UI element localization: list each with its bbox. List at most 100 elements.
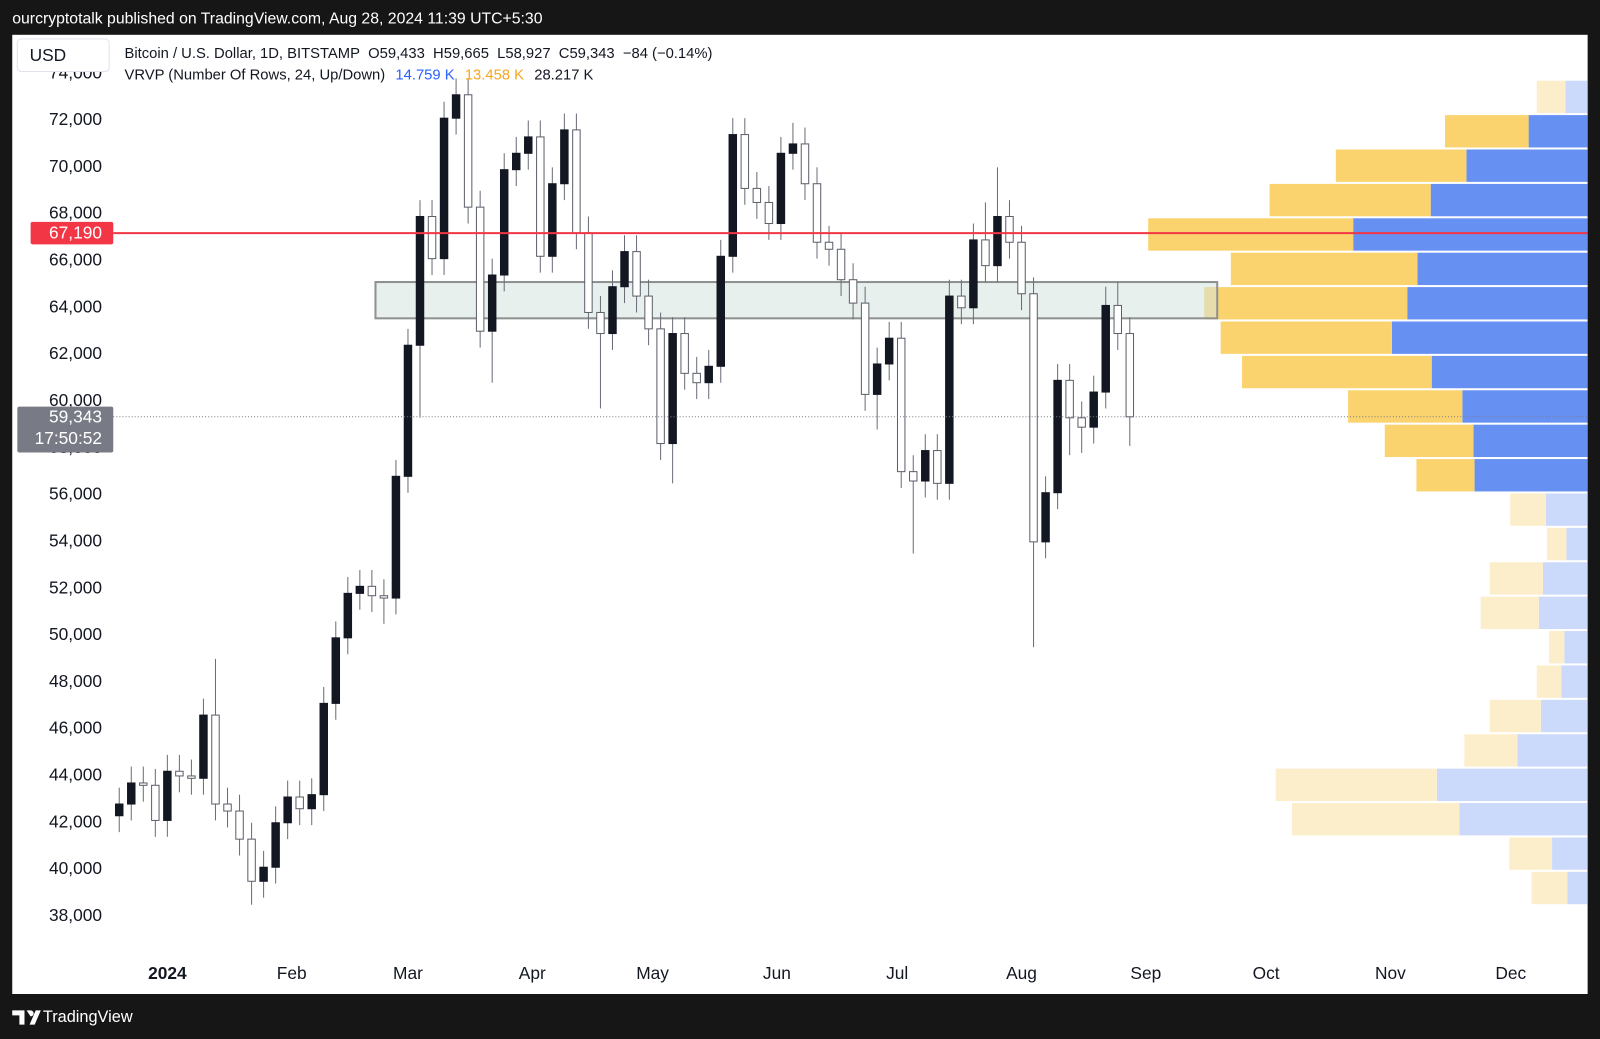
zone-layer xyxy=(374,281,1219,320)
profile-down xyxy=(1275,768,1437,801)
candle-body xyxy=(1101,304,1110,393)
candle-body xyxy=(680,333,689,374)
publish-note: ourcryptotalk published on TradingView.c… xyxy=(12,11,542,28)
down-volume: 13.458 K xyxy=(465,68,524,84)
profile-down xyxy=(1348,390,1463,423)
candle-body xyxy=(307,794,316,810)
profile-up xyxy=(1431,355,1588,389)
level-label-box xyxy=(30,221,114,245)
profile-down xyxy=(1536,80,1566,114)
candle-body xyxy=(391,475,401,599)
profile-up xyxy=(1542,562,1588,595)
profile-up xyxy=(1459,803,1588,836)
candle-body xyxy=(524,136,533,154)
candle-body xyxy=(427,215,437,260)
total-volume: 28.217 K xyxy=(534,68,593,84)
candle-body xyxy=(187,775,196,779)
candle-body xyxy=(163,770,172,821)
candle-body xyxy=(259,866,268,882)
candle-body xyxy=(608,286,617,335)
candle-body xyxy=(800,143,810,185)
profile-up xyxy=(1517,734,1588,767)
candle-body xyxy=(752,187,762,203)
candle-body xyxy=(848,279,858,304)
ohlc-close: C59,343 xyxy=(559,46,615,62)
candle-body xyxy=(283,796,292,824)
candle-body xyxy=(788,143,798,154)
x-tick-label: Aug xyxy=(1006,963,1037,983)
brand-logo[interactable] xyxy=(12,1010,41,1025)
indicator-name: VRVP (Number Of Rows, 24, Up/Down) xyxy=(124,68,385,84)
candle-body xyxy=(716,255,725,367)
currency[interactable]: USD xyxy=(30,45,67,65)
zone xyxy=(374,281,1219,320)
candle-body xyxy=(223,803,232,812)
candle-body xyxy=(728,134,738,257)
ohlc-high: H59,665 xyxy=(433,46,489,62)
symbol-legend: Bitcoin / U.S. Dollar, 1D, BITSTAMP O59,… xyxy=(124,46,712,62)
profile-up xyxy=(1436,768,1588,801)
profile-down xyxy=(1242,355,1432,389)
profile-up xyxy=(1561,665,1588,698)
candle-body xyxy=(776,152,786,225)
profile-down xyxy=(1416,459,1475,492)
ohlc-change: −84 (−0.14%) xyxy=(623,46,713,62)
candle-body xyxy=(1053,379,1062,494)
candle-body xyxy=(1077,417,1086,428)
profile-up xyxy=(1566,527,1588,561)
symbol: Bitcoin / U.S. Dollar, 1D, BITSTAMP xyxy=(124,46,360,62)
candle-body xyxy=(247,838,256,882)
candle-body xyxy=(1017,241,1026,295)
candle-body xyxy=(620,251,629,288)
profile-down xyxy=(1464,734,1518,767)
candle-body xyxy=(824,241,834,250)
profile-up xyxy=(1564,631,1588,664)
candle-body xyxy=(343,592,353,639)
candle-body xyxy=(596,311,605,335)
y-tick-label: 46,000 xyxy=(49,718,102,738)
x-tick-label: Nov xyxy=(1375,963,1406,983)
profile-down xyxy=(1548,631,1565,664)
y-tick-label: 40,000 xyxy=(49,858,102,878)
profile-up xyxy=(1552,837,1588,870)
brand[interactable]: TradingView xyxy=(43,1008,133,1026)
y-tick-label: 56,000 xyxy=(49,484,102,504)
currency-box[interactable] xyxy=(16,38,110,73)
candle-body xyxy=(512,152,521,171)
last-price-label: 59,343 xyxy=(49,406,102,426)
candle-body xyxy=(199,714,208,779)
candle-body xyxy=(499,169,509,276)
x-tick-label: Feb xyxy=(277,963,307,983)
candle-body xyxy=(969,239,978,309)
y-tick-label: 38,000 xyxy=(49,905,102,925)
candle-body xyxy=(921,450,930,482)
x-tick-label: Jun xyxy=(763,963,791,983)
candle-body xyxy=(836,248,846,281)
candle-body xyxy=(235,810,244,840)
y-tick-label: 70,000 xyxy=(49,156,102,176)
y-tick-label: 54,000 xyxy=(49,530,102,550)
profile-down xyxy=(1546,527,1567,561)
y-tick-label: 68,000 xyxy=(49,203,102,223)
candle-body xyxy=(548,183,557,257)
candle-body xyxy=(1089,391,1098,428)
profile-down xyxy=(1384,424,1474,458)
profile-up xyxy=(1466,149,1588,182)
candle-body xyxy=(632,251,641,297)
profile-down xyxy=(1480,596,1539,630)
candle-body xyxy=(1029,293,1038,543)
profile-up xyxy=(1391,321,1588,354)
candle-body xyxy=(909,471,918,482)
x-tick-label: Jul xyxy=(886,963,908,983)
profile-down xyxy=(1444,115,1529,148)
candle-body xyxy=(860,302,870,395)
candle-body xyxy=(764,201,774,225)
profile-down xyxy=(1531,871,1568,905)
candle-body xyxy=(127,782,136,805)
candle-body xyxy=(584,232,593,313)
candle-body xyxy=(463,94,473,208)
profile-up xyxy=(1545,493,1588,526)
candle-body xyxy=(656,328,665,445)
